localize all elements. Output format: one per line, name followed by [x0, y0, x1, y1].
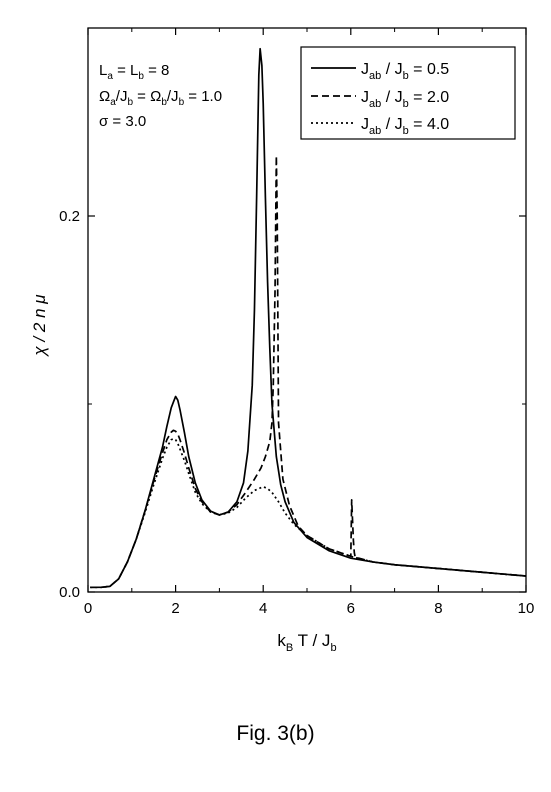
y-tick-label: 0.0	[59, 584, 80, 601]
legend-label-2: Jab / Jb = 4.0	[361, 116, 449, 137]
x-axis-label: kB T / Jb	[277, 631, 336, 654]
param-omega: Ωa/Jb = Ωb/Jb = 1.0	[99, 88, 222, 108]
series-layer	[90, 47, 527, 589]
x-tick-label: 6	[347, 600, 355, 617]
x-tick-label: 4	[259, 600, 267, 617]
param-lattice: La = Lb = 8	[99, 62, 169, 82]
legend-label-0: Jab / Jb = 0.5	[361, 61, 449, 82]
x-tick-label: 2	[171, 600, 179, 617]
axis-ticks: 0 2 4 6 8 10 0.0 0.2	[59, 27, 535, 617]
figure-caption: Fig. 3(b)	[236, 722, 315, 745]
x-tick-label: 8	[434, 600, 442, 617]
x-tick-label: 10	[518, 600, 535, 617]
y-tick-label: 0.2	[59, 208, 80, 225]
param-sigma: σ = 3.0	[99, 113, 146, 130]
y-axis-label: χ / 2 n μ	[30, 294, 49, 358]
x-tick-label: 0	[84, 600, 92, 617]
legend-label-1: Jab / Jb = 2.0	[361, 89, 449, 110]
series-line-solid	[90, 47, 527, 589]
series-line-dashed	[90, 154, 527, 589]
legend: Jab / Jb = 0.5 Jab / Jb = 2.0 Jab / Jb =…	[300, 46, 516, 140]
series-line-dotted	[90, 437, 527, 589]
parameter-annotations: La = Lb = 8 Ωa/Jb = Ωb/Jb = 1.0 σ = 3.0	[99, 62, 222, 130]
